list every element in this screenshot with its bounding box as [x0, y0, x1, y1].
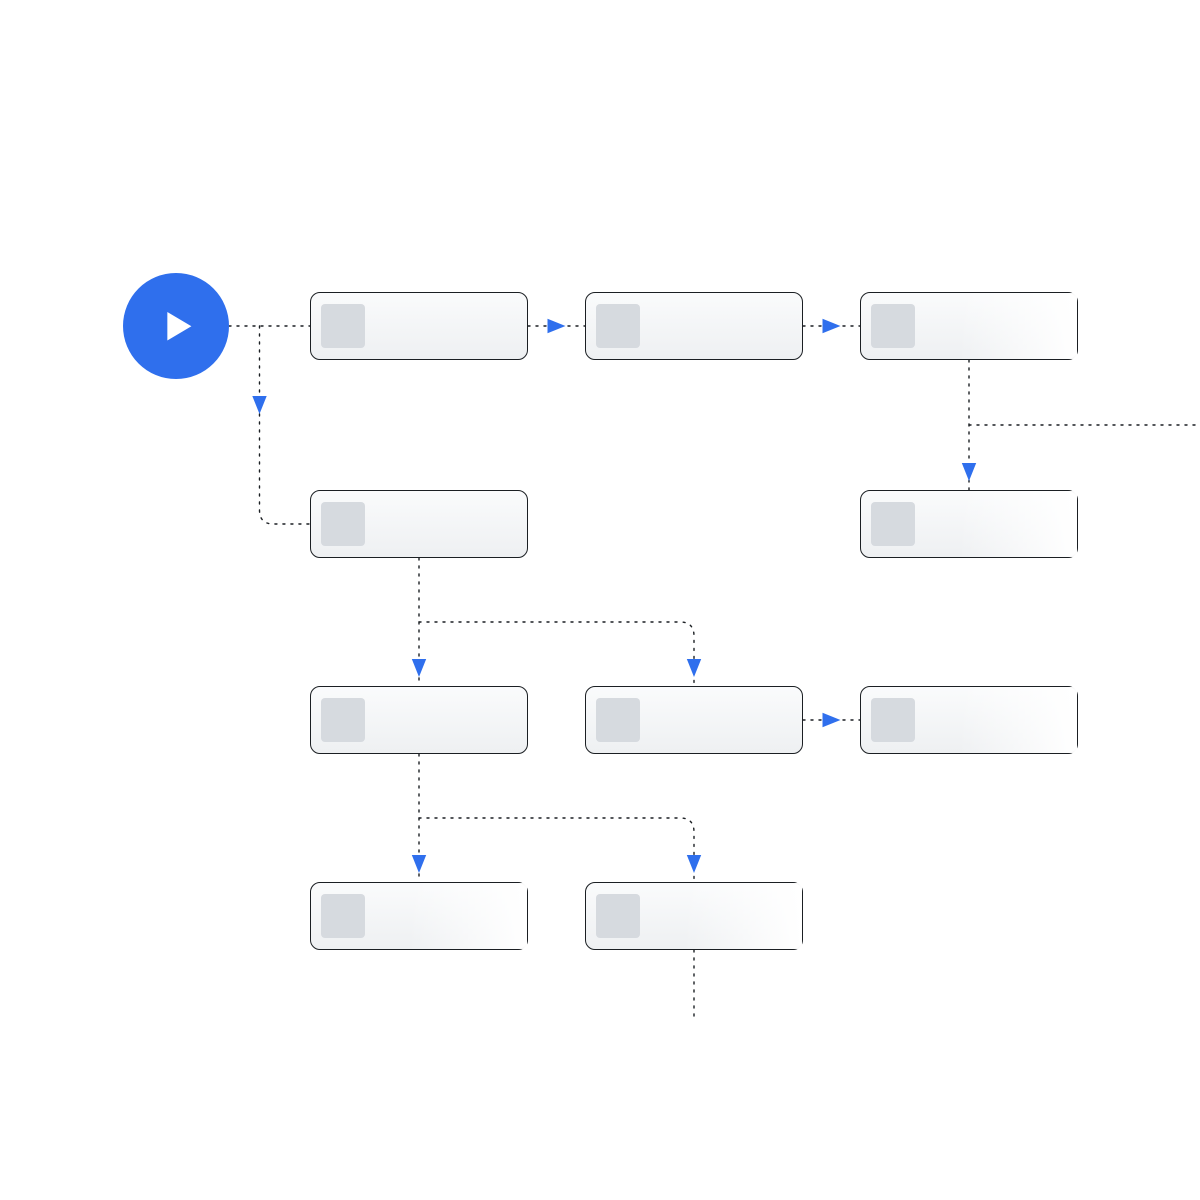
- step-node[interactable]: [860, 292, 1078, 360]
- step-node[interactable]: [585, 882, 803, 950]
- step-icon: [321, 698, 365, 742]
- step-node[interactable]: [585, 686, 803, 754]
- step-node[interactable]: [585, 292, 803, 360]
- step-icon: [596, 304, 640, 348]
- play-icon: [154, 304, 199, 349]
- step-node[interactable]: [860, 686, 1078, 754]
- step-node[interactable]: [860, 490, 1078, 558]
- step-node[interactable]: [310, 292, 528, 360]
- step-node[interactable]: [310, 686, 528, 754]
- step-icon: [596, 698, 640, 742]
- step-icon: [871, 698, 915, 742]
- step-icon: [321, 502, 365, 546]
- step-icon: [871, 304, 915, 348]
- step-icon: [871, 502, 915, 546]
- step-node[interactable]: [310, 490, 528, 558]
- start-node[interactable]: [123, 273, 229, 379]
- step-icon: [321, 894, 365, 938]
- edge-layer: [0, 0, 1200, 1200]
- workflow-diagram: [0, 0, 1200, 1200]
- step-icon: [321, 304, 365, 348]
- step-node[interactable]: [310, 882, 528, 950]
- step-icon: [596, 894, 640, 938]
